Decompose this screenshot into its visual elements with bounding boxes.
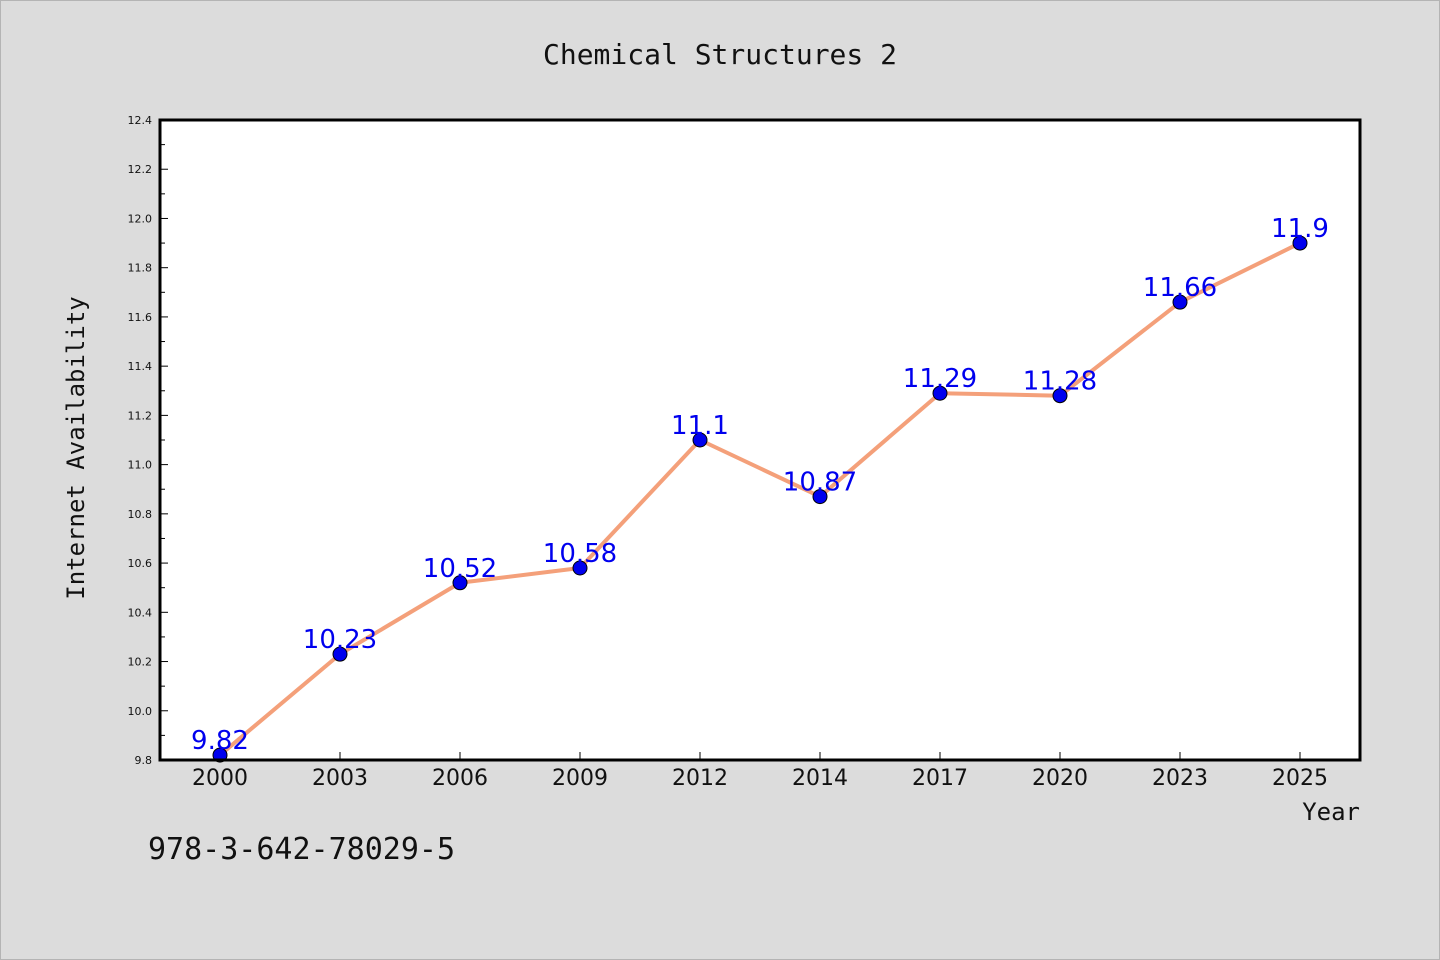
data-point-marker bbox=[1172, 294, 1188, 310]
y-tick-label: 10.4 bbox=[128, 606, 153, 619]
data-label: 10.23 bbox=[303, 625, 377, 655]
y-axis-label: Internet Availability bbox=[62, 296, 90, 599]
x-tick-label: 2023 bbox=[1152, 766, 1208, 791]
data-label: 11.29 bbox=[903, 364, 977, 394]
x-axis-label: Year bbox=[1302, 798, 1360, 826]
y-tick-label: 10.0 bbox=[128, 705, 153, 718]
data-label: 11.1 bbox=[671, 411, 729, 441]
data-label: 11.28 bbox=[1023, 367, 1097, 397]
data-label: 10.52 bbox=[423, 554, 497, 584]
y-tick-label: 12.2 bbox=[128, 163, 153, 176]
y-tick-label: 11.6 bbox=[128, 311, 153, 324]
y-tick-label: 10.2 bbox=[128, 656, 153, 669]
data-point-marker bbox=[572, 560, 588, 576]
data-point-marker bbox=[452, 575, 468, 591]
x-tick-label: 2000 bbox=[192, 766, 248, 791]
data-label: 10.87 bbox=[783, 468, 857, 498]
y-tick-label: 11.2 bbox=[128, 409, 153, 422]
y-tick-label: 12.4 bbox=[128, 114, 153, 127]
x-tick-label: 2003 bbox=[312, 766, 368, 791]
data-point-marker bbox=[1292, 235, 1308, 251]
data-label: 11.9 bbox=[1271, 214, 1329, 244]
x-tick-label: 2025 bbox=[1272, 766, 1328, 791]
isbn-code: 978-3-642-78029-5 bbox=[148, 832, 456, 867]
data-label: 9.82 bbox=[191, 726, 249, 756]
axis-ticks: 9.8 10.0 10.2 10.4 10.6 10.8 11.0 11.2 11.4 11.6 1… bbox=[128, 114, 1329, 791]
x-tick-label: 2020 bbox=[1032, 766, 1088, 791]
x-tick-label: 2006 bbox=[432, 766, 488, 791]
x-tick-label: 2009 bbox=[552, 766, 608, 791]
data-point-marker bbox=[692, 432, 708, 448]
plot-area bbox=[160, 120, 1360, 760]
data-point-marker bbox=[332, 646, 348, 662]
data-label: 10.58 bbox=[543, 539, 617, 569]
data-point-marker bbox=[812, 489, 828, 505]
x-tick-label: 2017 bbox=[912, 766, 968, 791]
y-tick-label: 11.4 bbox=[128, 360, 153, 373]
y-tick-label: 11.8 bbox=[128, 262, 153, 275]
y-tick-label: 12.0 bbox=[128, 212, 153, 225]
y-tick-label: 11.0 bbox=[128, 459, 153, 472]
x-tick-label: 2012 bbox=[672, 766, 728, 791]
y-tick-label: 9.8 bbox=[135, 754, 153, 767]
series-line bbox=[218, 241, 1301, 757]
plot-border bbox=[158, 118, 1362, 762]
data-label: 11.66 bbox=[1143, 273, 1217, 303]
data-point-marker bbox=[1052, 388, 1068, 404]
chart-title: Chemical Structures 2 bbox=[543, 38, 897, 71]
data-point-marker bbox=[932, 385, 948, 401]
series-layer: 9.82 10.23 10.52 10.58 11.1 10.87 11.29 11.28 11… bbox=[191, 214, 1329, 763]
y-tick-label: 10.6 bbox=[128, 557, 153, 570]
x-tick-label: 2014 bbox=[792, 766, 848, 791]
y-tick-label: 10.8 bbox=[128, 508, 153, 521]
